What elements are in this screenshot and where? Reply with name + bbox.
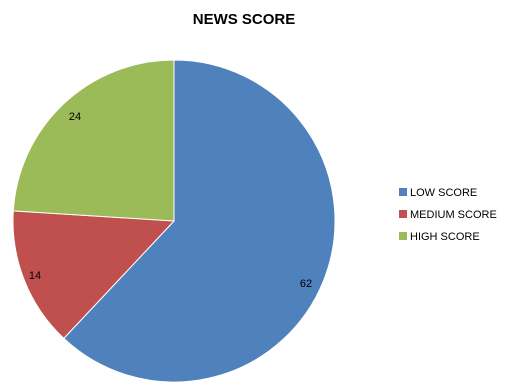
legend-swatch-medium-score	[399, 210, 407, 218]
legend-label-high-score: HIGH SCORE	[410, 231, 480, 243]
legend-label-low-score: LOW SCORE	[410, 187, 477, 199]
legend-label-medium-score: MEDIUM SCORE	[410, 209, 497, 221]
legend-item-medium-score: MEDIUM SCORE	[399, 209, 497, 221]
pie-slice-high-score	[12, 59, 175, 222]
legend-item-low-score: LOW SCORE	[399, 187, 477, 199]
pie-slices	[12, 59, 336, 383]
pie-slice-medium-score	[12, 210, 176, 340]
pie-slice-low-score	[63, 59, 336, 383]
legend-item-high-score: HIGH SCORE	[399, 231, 480, 243]
legend-swatch-low-score	[399, 188, 407, 196]
chart-legend: LOW SCORE MEDIUM SCORE HIGH SCORE	[399, 187, 497, 243]
data-label-low-score: 62	[300, 278, 312, 290]
legend-swatch-high-score	[399, 232, 407, 240]
data-label-high-score: 24	[69, 111, 81, 123]
pie-data-labels: 62 14 24	[29, 111, 312, 290]
data-label-medium-score: 14	[29, 270, 41, 282]
chart-title: NEWS SCORE	[193, 11, 296, 28]
